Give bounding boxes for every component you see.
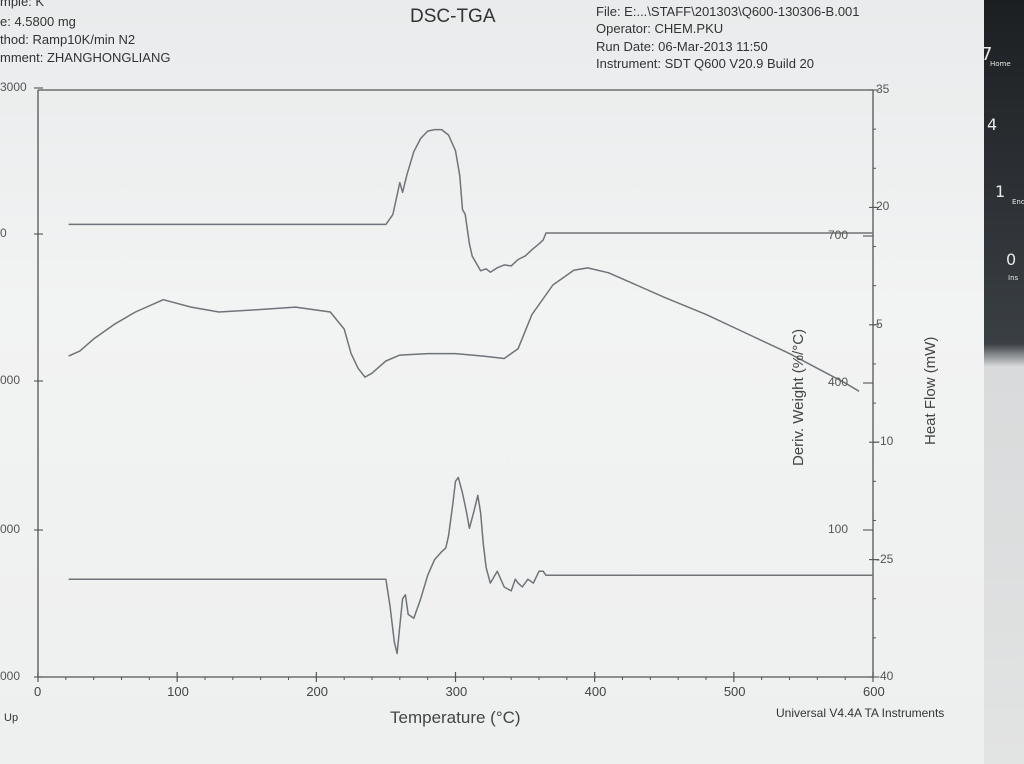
x-axis-label: Temperature (°C) xyxy=(390,708,521,727)
key-7: 7 xyxy=(981,44,993,65)
header-run-date: Run Date: 06-Mar-2013 11:50 xyxy=(596,39,768,54)
printout-paper xyxy=(0,0,1000,764)
deriv-weight-tick-label: 700 xyxy=(828,228,849,242)
plot-axes xyxy=(34,87,879,682)
chart-title: DSC-TGA xyxy=(410,6,496,27)
dsc-tga-plot xyxy=(34,87,879,682)
left-tick-label: 3000 xyxy=(0,80,27,94)
key-home-label: Home xyxy=(990,60,1011,68)
x-tick-label: 300 xyxy=(445,684,468,699)
key-end-label: End xyxy=(1012,198,1024,206)
key-0: 0 xyxy=(1006,250,1017,269)
header-method: thod: Ramp10K/min N2 xyxy=(0,32,136,47)
left-tick-label: 0 xyxy=(0,226,7,240)
key-4: 4 xyxy=(987,115,998,134)
keypad-background xyxy=(984,0,1024,764)
heat-flow-tick-label: -40 xyxy=(876,669,894,683)
key-ins-label: Ins xyxy=(1008,274,1019,282)
key-1: 1 xyxy=(995,182,1006,201)
weight-trace xyxy=(68,267,860,392)
x-tick-label: 0 xyxy=(34,684,42,699)
heat-flow-tick-label: -10 xyxy=(876,434,894,449)
deriv-weight-tick-label: 100 xyxy=(828,522,849,536)
header-sample: mple: K xyxy=(0,0,45,9)
heat-flow-trace xyxy=(68,128,873,273)
x-tick-label: 500 xyxy=(723,684,746,699)
heat-flow-tick-label: 35 xyxy=(876,82,890,96)
left-tick-label: 000 xyxy=(0,373,21,387)
x-tick-label: 600 xyxy=(863,684,885,699)
x-tick-label: 200 xyxy=(306,684,329,699)
left-tick-label: 000 xyxy=(0,669,21,683)
header-instrument: Instrument: SDT Q600 V20.9 Build 20 xyxy=(596,56,814,71)
header-comment: mment: ZHANGHONGLIANG xyxy=(0,50,171,65)
footer-right: Universal V4.4A TA Instruments xyxy=(776,706,945,720)
heat-flow-axis-label: Heat Flow (mW) xyxy=(922,336,939,445)
left-tick-label: 000 xyxy=(0,522,21,536)
heat-flow-tick-label: 20 xyxy=(876,199,890,214)
heat-flow-tick-label: -25 xyxy=(876,551,894,566)
deriv-weight-axis-label: Deriv. Weight (%/°C) xyxy=(790,328,807,466)
deriv-weight-tick-label: 400 xyxy=(828,375,849,389)
plot-traces xyxy=(68,128,873,655)
x-tick-label: 100 xyxy=(167,684,189,699)
heat-flow-tick-label: 5 xyxy=(876,316,883,331)
header-size: e: 4.5800 mg xyxy=(0,14,76,29)
header-operator: Operator: CHEM.PKU xyxy=(596,21,724,36)
x-tick-label: 400 xyxy=(584,684,607,699)
footer-left: Up xyxy=(4,712,19,724)
deriv-weight-trace xyxy=(68,476,873,655)
header-file: File: E:...\STAFF\201303\Q600-130306-B.0… xyxy=(596,4,860,19)
